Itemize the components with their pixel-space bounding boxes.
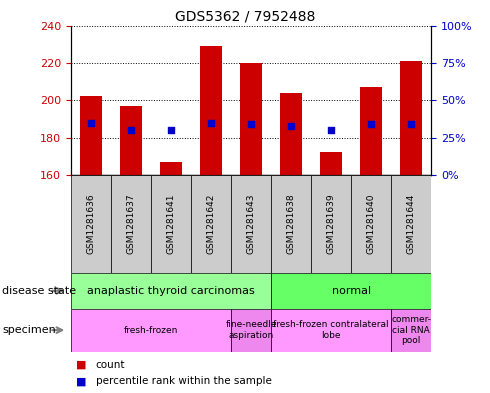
Bar: [320, 152, 342, 175]
Text: GSM1281641: GSM1281641: [167, 194, 175, 254]
Text: GSM1281640: GSM1281640: [367, 194, 376, 254]
Text: GSM1281644: GSM1281644: [407, 194, 416, 254]
Text: fine-needle
aspiration: fine-needle aspiration: [225, 320, 277, 340]
Point: [327, 127, 335, 133]
Bar: [360, 87, 382, 175]
Text: GSM1281638: GSM1281638: [287, 194, 295, 254]
Bar: [200, 46, 222, 175]
Text: GSM1281636: GSM1281636: [87, 194, 96, 254]
Bar: [120, 106, 142, 175]
Bar: [391, 309, 431, 352]
Text: ■: ■: [76, 376, 86, 386]
Text: commer-
cial RNA
pool: commer- cial RNA pool: [391, 315, 431, 345]
Text: GSM1281637: GSM1281637: [126, 194, 136, 254]
Bar: [271, 175, 311, 273]
Bar: [71, 309, 231, 352]
Text: count: count: [96, 360, 125, 370]
Text: ■: ■: [76, 360, 86, 370]
Text: specimen: specimen: [2, 325, 56, 335]
Text: disease state: disease state: [2, 286, 76, 296]
Bar: [400, 61, 422, 175]
Bar: [271, 309, 391, 352]
Point: [207, 119, 215, 126]
Text: GSM1281639: GSM1281639: [327, 194, 336, 254]
Text: anaplastic thyroid carcinomas: anaplastic thyroid carcinomas: [87, 286, 255, 296]
Bar: [191, 175, 231, 273]
Bar: [71, 273, 271, 309]
Bar: [160, 162, 182, 175]
Point: [87, 119, 95, 126]
Text: percentile rank within the sample: percentile rank within the sample: [96, 376, 271, 386]
Bar: [391, 175, 431, 273]
Text: GSM1281643: GSM1281643: [246, 194, 256, 254]
Bar: [80, 96, 102, 175]
Text: normal: normal: [332, 286, 371, 296]
Bar: [111, 175, 151, 273]
Bar: [151, 175, 191, 273]
Text: GSM1281642: GSM1281642: [207, 194, 216, 254]
Bar: [311, 175, 351, 273]
Point: [247, 121, 255, 127]
Bar: [71, 175, 111, 273]
Point: [127, 127, 135, 133]
Bar: [280, 93, 302, 175]
Bar: [231, 175, 271, 273]
Bar: [271, 273, 431, 309]
Bar: [240, 63, 262, 175]
Bar: [231, 309, 271, 352]
Bar: [351, 175, 391, 273]
Point: [287, 123, 295, 129]
Point: [368, 121, 375, 127]
Point: [407, 121, 415, 127]
Point: [167, 127, 175, 133]
Text: GDS5362 / 7952488: GDS5362 / 7952488: [175, 10, 315, 24]
Text: fresh-frozen: fresh-frozen: [124, 326, 178, 334]
Text: fresh-frozen contralateral
lobe: fresh-frozen contralateral lobe: [273, 320, 389, 340]
